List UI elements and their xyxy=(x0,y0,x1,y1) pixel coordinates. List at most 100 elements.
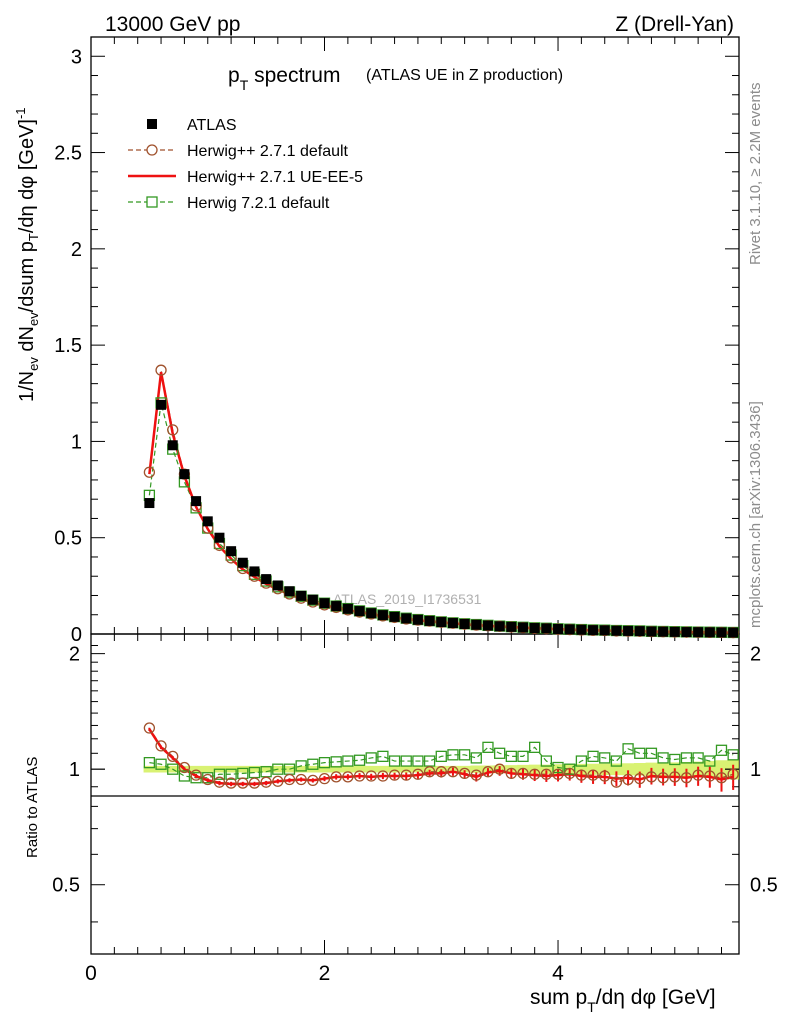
x-tick-label: 4 xyxy=(552,962,564,985)
herwig7-ratio-marker xyxy=(599,752,611,764)
ratio-y-tick-label-right: 1 xyxy=(750,759,761,781)
herwig7-ratio-marker xyxy=(634,747,646,759)
herwig7-ratio-marker xyxy=(213,768,226,780)
herwigpp-default-ratio-marker xyxy=(645,771,658,783)
atlas-marker xyxy=(377,610,388,621)
herwigpp-default-ratio-marker xyxy=(482,766,494,778)
atlas-marker xyxy=(646,626,657,637)
herwigpp-default-marker xyxy=(155,364,167,376)
herwig7-ratio-marker xyxy=(505,750,517,763)
herwig7-ratio-marker xyxy=(167,763,179,775)
legend: ATLAS Herwig++ 2.7.1 default Herwig++ 2.7.… xyxy=(128,117,363,212)
herwig7-ratio-marker xyxy=(493,747,506,759)
atlas-marker xyxy=(237,557,248,568)
title-word: spectrum xyxy=(248,64,340,87)
herwig7-ratio-marker xyxy=(143,756,156,769)
herwigpp-default-ratio-marker xyxy=(342,771,354,783)
herwigpp-default-ratio-marker xyxy=(587,769,599,781)
ratio-y-tick-label: 0.5 xyxy=(52,875,80,897)
rivet-label: Rivet 3.1.10, ≥ 2.2M events xyxy=(747,83,764,266)
legend-item: Herwig++ 2.7.1 UE-EE-5 xyxy=(128,169,363,186)
ratio-y-tick-label-right: 0.5 xyxy=(750,875,778,897)
axis-tick-labels: 0 2 400.511.522.530.5 0.51 12 2 xyxy=(52,46,778,985)
atlas-marker xyxy=(681,627,692,638)
herwigpp-default-ratio-marker xyxy=(704,770,716,782)
atlas-marker xyxy=(319,598,330,609)
herwigpp-default-ratio-marker xyxy=(435,766,447,778)
atlas-marker xyxy=(272,580,283,591)
ratio-y-tick-label: 1 xyxy=(69,759,80,781)
herwig7-ratio-marker xyxy=(610,755,623,767)
herwigpp-default-ratio-marker xyxy=(330,771,342,783)
atlas-marker xyxy=(144,498,155,509)
atlas-marker xyxy=(284,586,295,597)
herwig7-ratio-marker xyxy=(388,755,401,767)
atlas-marker xyxy=(412,614,423,625)
legend-item: Herwig++ 2.7.1 default xyxy=(128,143,349,160)
y-tick-label: 2 xyxy=(71,239,82,261)
herwigpp-default-ratio-marker xyxy=(318,772,331,785)
herwigpp-default-ratio-marker xyxy=(599,770,611,782)
herwigpp-default-ratio-marker xyxy=(190,769,202,781)
herwig7-ratio-marker xyxy=(657,752,669,764)
herwig7-ratio-marker xyxy=(575,755,588,767)
atlas-marker xyxy=(424,615,435,626)
herwigpp-default-ratio-marker xyxy=(248,777,261,789)
atlas-marker xyxy=(634,626,645,637)
atlas-marker xyxy=(261,574,272,585)
herwig7-ratio-marker xyxy=(342,755,354,767)
atlas-marker xyxy=(541,623,552,634)
title-p: p xyxy=(228,64,240,87)
herwig7-ratio-marker xyxy=(318,756,331,769)
y-tick-label: 1 xyxy=(71,431,82,453)
legend-square-marker xyxy=(146,196,158,208)
atlas-marker xyxy=(611,625,622,636)
y-tick-label: 0.5 xyxy=(54,528,82,550)
herwig7-ratio-marker xyxy=(330,756,342,768)
analysis-watermark: ATLAS_2019_I1736531 xyxy=(333,591,482,607)
legend-label: Herwig++ 2.7.1 UE-EE-5 xyxy=(187,169,363,186)
atlas-marker xyxy=(342,603,353,614)
herwigpp-default-marker xyxy=(143,466,156,478)
atlas-marker xyxy=(623,625,634,636)
atlas-marker xyxy=(307,594,318,605)
herwig7-ratio-marker xyxy=(155,758,167,770)
herwigpp-default-ratio-marker xyxy=(423,766,436,778)
atlas-marker xyxy=(704,627,715,638)
atlas-marker xyxy=(669,626,680,637)
herwig7-ratio-marker xyxy=(435,750,447,763)
herwigpp-default-ratio-marker xyxy=(552,768,564,780)
herwigpp-default-ratio-marker xyxy=(260,776,272,788)
legend-label: ATLAS xyxy=(187,117,237,134)
herwig7-ratio-marker xyxy=(447,749,459,761)
herwigpp-default-ratio-marker xyxy=(692,769,704,781)
herwig7-ratio-marker xyxy=(517,750,529,763)
herwigpp-default-ratio-marker xyxy=(283,773,296,786)
atlas-marker xyxy=(249,566,260,577)
atlas-marker xyxy=(693,627,704,638)
legend-circle-marker xyxy=(146,144,158,156)
herwigpp-default-ratio-marker xyxy=(575,769,588,781)
legend-atlas-marker xyxy=(147,119,157,129)
atlas-marker xyxy=(296,590,307,601)
atlas-marker xyxy=(599,625,610,636)
herwig7-ratio-marker xyxy=(353,754,366,766)
herwig7-ratio-marker xyxy=(178,770,191,782)
legend-label: Herwig++ 2.7.1 default xyxy=(187,143,349,160)
ratio-data xyxy=(143,722,739,792)
herwigpp-default-ratio-marker xyxy=(143,722,156,734)
herwigpp-default-ratio-marker xyxy=(470,769,482,781)
herwigpp-default-ratio-marker xyxy=(167,750,179,763)
ratio-y-tick-label: 2 xyxy=(69,644,80,666)
herwigpp-default-ratio-marker xyxy=(669,771,681,783)
atlas-marker xyxy=(354,606,365,617)
atlas-marker xyxy=(156,399,167,410)
herwig7-ratio-marker xyxy=(272,763,284,775)
herwig7-ratio-marker xyxy=(680,752,693,764)
atlas-marker xyxy=(214,532,225,543)
process-label: Z (Drell-Yan) xyxy=(615,13,734,36)
herwig7-ratio-marker xyxy=(458,749,471,761)
herwigpp-default-ratio-marker xyxy=(610,776,623,788)
herwigpp-default-ratio-marker xyxy=(715,772,728,784)
